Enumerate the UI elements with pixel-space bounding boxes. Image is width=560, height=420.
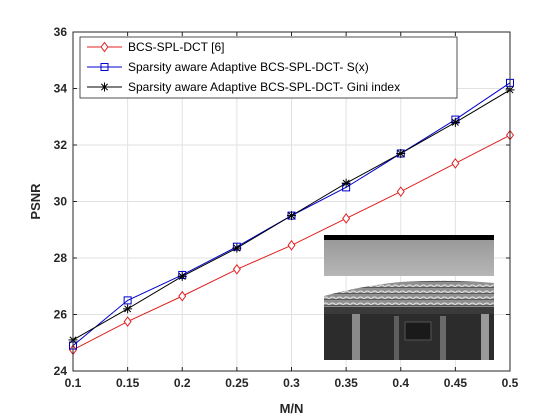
inset-sky [324, 240, 494, 276]
inset-top-bar [324, 235, 494, 240]
inset-eave [324, 307, 494, 314]
data-point-bcs-spl-dct [396, 186, 405, 197]
y-tick-label: 24 [54, 364, 68, 378]
x-tick-label: 0.45 [444, 376, 468, 390]
data-point-adaptive-gini [177, 271, 187, 281]
data-point-adaptive-gini [232, 243, 242, 253]
x-tick-label: 0.35 [334, 376, 358, 390]
y-axis-label: PSNR [28, 183, 43, 220]
legend-box [79, 36, 458, 99]
y-tick-label: 26 [54, 308, 68, 322]
inset-post [394, 316, 399, 360]
data-point-bcs-spl-dct [123, 316, 132, 327]
data-point-adaptive-gini [287, 211, 296, 221]
axis-ticks [72, 31, 511, 372]
x-tick-label: 0.4 [392, 376, 409, 390]
x-axis-label: M/N [280, 401, 304, 416]
x-tick-label: 0.1 [65, 376, 82, 390]
y-tick-label: 32 [54, 138, 68, 152]
x-tick-label: 0.5 [502, 376, 519, 390]
legend-marker-adaptive-gini [100, 82, 109, 92]
legend-marker-bcs-spl-dct [100, 41, 109, 53]
series-markers [68, 78, 515, 356]
y-tick-label: 36 [54, 25, 68, 39]
data-point-bcs-spl-dct [178, 290, 187, 302]
x-tick-label: 0.3 [283, 376, 300, 390]
data-point-adaptive-sx [123, 296, 132, 305]
tick-labels: 0.1 0.15 0.2 0.25 0.3 0.35 0.4 0.45 0.5 24 26 28 30 3… [54, 25, 519, 390]
data-point-adaptive-gini [396, 148, 406, 158]
legend-marker-adaptive-sx [100, 63, 109, 71]
data-point-bcs-spl-dct [342, 213, 351, 224]
data-point-adaptive-gini [341, 178, 351, 188]
y-tick-label: 34 [54, 82, 68, 96]
data-point-adaptive-gini [450, 117, 460, 127]
x-tick-label: 0.15 [116, 376, 140, 390]
inset-photo [324, 235, 494, 360]
y-tick-label: 30 [54, 195, 68, 209]
data-point-bcs-spl-dct [232, 263, 241, 275]
legend-label-adaptive-sx: Sparsity aware Adaptive BCS-SPL-DCT- S(x… [128, 60, 369, 74]
y-tick-label: 28 [54, 251, 68, 265]
inset-post [352, 314, 360, 360]
legend: BCS-SPL-DCT [6] Sparsity aware Adaptive B… [79, 36, 458, 99]
legend-label-bcs-spl-dct: BCS-SPL-DCT [6] [128, 40, 224, 54]
data-point-bcs-spl-dct [287, 239, 296, 251]
inset-post [481, 314, 489, 360]
x-tick-label: 0.2 [174, 376, 191, 390]
x-tick-label: 0.25 [225, 376, 249, 390]
data-point-bcs-spl-dct [451, 158, 460, 169]
inset-roof [324, 280, 494, 310]
inset-post [440, 316, 446, 360]
legend-label-adaptive-gini: Sparsity aware Adaptive BCS-SPL-DCT- Gin… [128, 80, 400, 94]
data-point-adaptive-gini [123, 304, 133, 314]
inset-window [404, 321, 432, 341]
